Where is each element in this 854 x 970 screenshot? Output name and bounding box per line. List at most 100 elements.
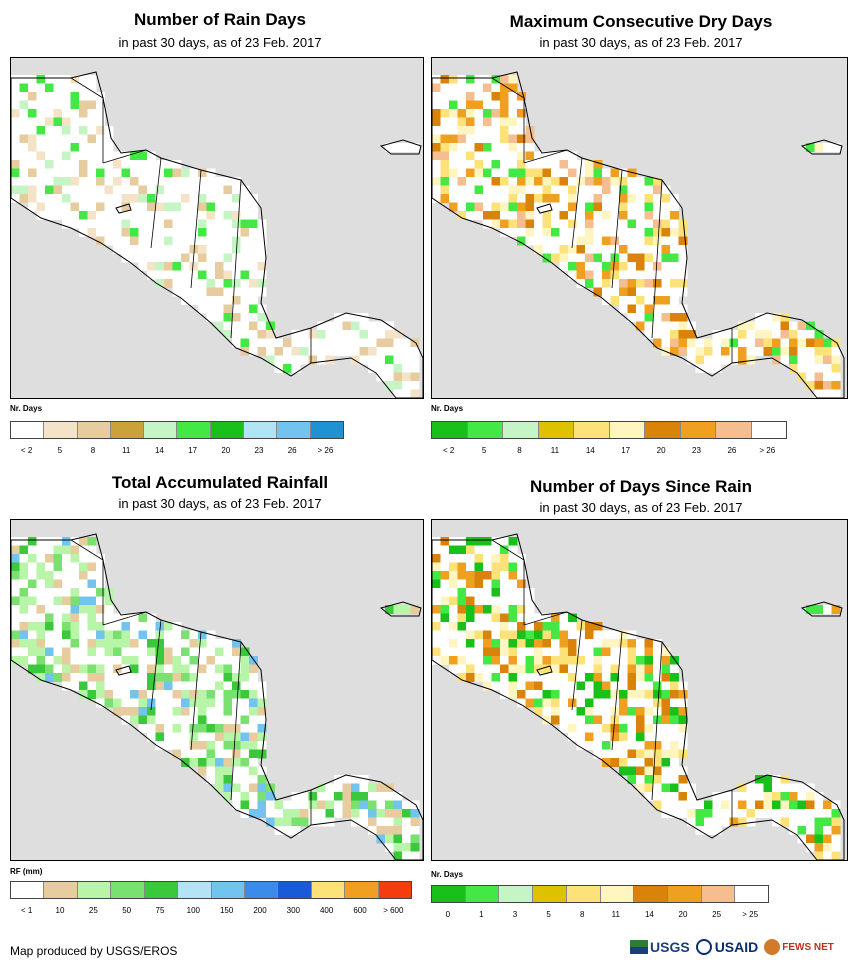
raster-cell [602,715,611,725]
raster-cell [831,834,841,844]
raster-cell [653,321,662,331]
raster-cell [585,690,594,699]
raster-cell [79,647,88,657]
raster-cell [712,347,722,356]
raster-cell [104,656,114,665]
raster-cell [104,202,114,212]
raster-cell [517,194,526,203]
raster-cell [223,202,233,212]
raster-cell [410,389,420,398]
raster-cell [772,338,781,348]
raster-cell [155,664,165,674]
raster-cell [87,168,97,178]
raster-cell [368,809,377,818]
raster-cell [70,639,80,648]
raster-cell [466,537,475,546]
raster-cell [661,287,671,297]
raster-cell [483,588,492,597]
raster-cell [53,185,63,195]
raster-cell [79,211,88,220]
raster-cell [670,202,679,212]
raster-cell [87,202,97,212]
raster-cell [130,639,139,648]
raster-cell [62,194,71,203]
raster-cell [138,715,148,725]
raster-cell [593,228,603,237]
raster-cell [45,571,54,580]
raster-cell [661,262,671,271]
raster-cell [45,134,54,144]
raster-cell [113,194,122,203]
raster-cell [368,347,377,356]
raster-cell [678,681,688,691]
raster-cell [96,177,105,186]
raster-cell [542,211,552,220]
raster-cell [474,100,484,110]
raster-cell [432,160,441,169]
raster-cell [568,664,577,674]
raster-cell [249,313,258,322]
legend-swatch [701,886,736,902]
raster-cell [215,690,224,699]
raster-cell [130,630,139,640]
raster-cell [780,783,790,793]
legend-tick-label: < 2 [20,446,33,455]
raster-cell [517,236,526,246]
raster-cell [359,330,369,339]
raster-cell [385,143,394,152]
raster-cell [181,211,190,220]
raster-cell [164,639,173,648]
raster-cell [542,185,552,195]
raster-cell [45,151,54,161]
raster-cell [661,775,671,784]
raster-cell [249,304,258,314]
raster-cell [644,758,654,767]
raster-cell [113,202,122,212]
raster-cell [28,588,37,597]
raster-cell [559,656,569,665]
raster-cell [593,202,603,212]
raster-cell [432,639,441,648]
raster-cell [653,749,662,759]
raster-cell [164,202,173,212]
country-border [651,179,663,339]
raster-cell [19,117,29,127]
raster-cell [87,219,97,229]
raster-cell [351,321,360,331]
raster-cell [172,202,182,212]
raster-cell [223,775,233,784]
raster-cell [636,639,645,648]
raster-cell [376,338,386,348]
raster-cell [96,228,105,237]
raster-cell [385,372,394,382]
raster-cell [797,809,807,818]
raster-cell [763,330,773,339]
raster-cell [823,372,832,382]
raster-cell [172,707,182,716]
raster-cell [534,228,543,237]
raster-cell [831,851,841,860]
legend-tick-label: 200 [253,906,267,915]
usaid-seal-icon [695,939,712,955]
raster-cell [79,605,88,614]
raster-cell [823,347,832,356]
raster-cell [593,647,603,657]
raster-cell [678,732,688,742]
raster-cell [113,630,122,640]
raster-cell [602,270,611,280]
raster-cell [500,690,509,699]
raster-cell [525,151,535,161]
raster-cell [223,236,233,246]
raster-cell [568,228,577,237]
raster-cell [249,262,258,271]
raster-cell [746,800,756,810]
raster-cell [62,571,71,580]
raster-cell [104,177,114,186]
raster-cell [542,690,552,699]
raster-cell [432,630,441,640]
raster-cell [232,202,241,212]
raster-cell [62,537,71,546]
raster-cell [627,690,637,699]
raster-cell [500,622,509,631]
raster-cell [687,347,696,356]
